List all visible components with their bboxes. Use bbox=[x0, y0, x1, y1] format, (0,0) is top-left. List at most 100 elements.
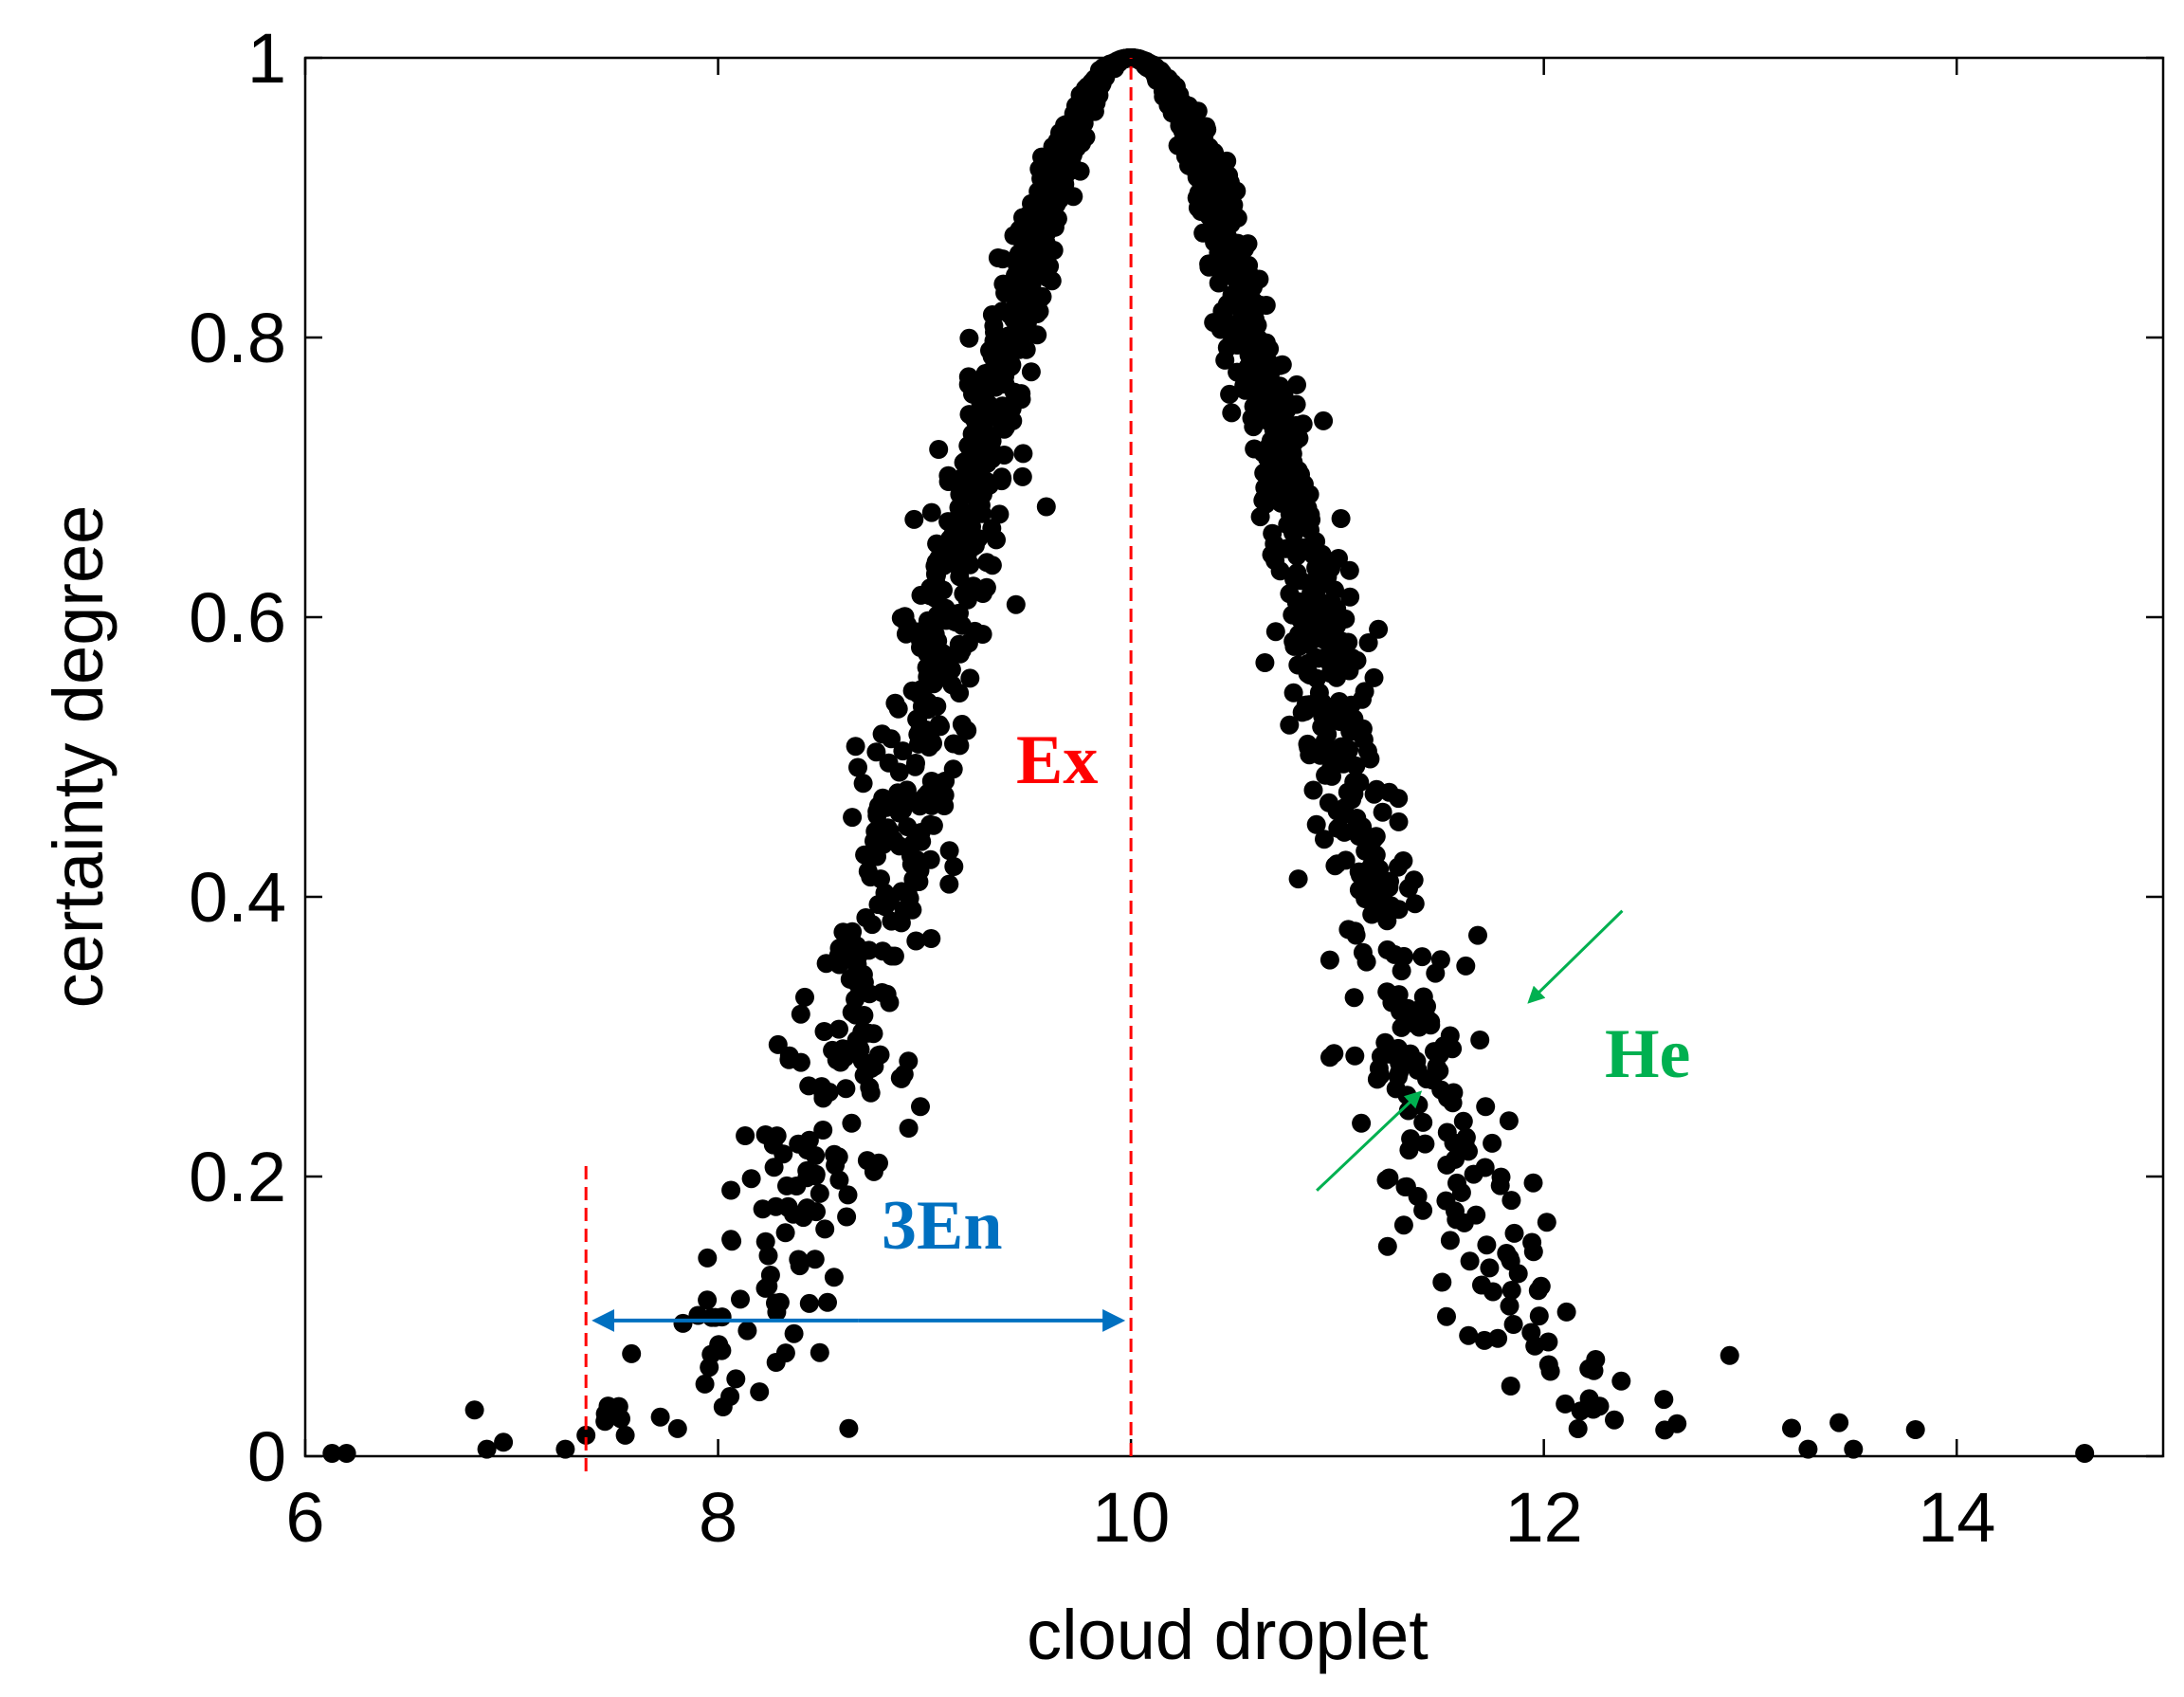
cloud-drop bbox=[1303, 780, 1323, 800]
cloud-drop bbox=[1009, 317, 1028, 337]
cloud-drop bbox=[1265, 622, 1285, 642]
cloud-drop bbox=[1358, 633, 1378, 652]
cloud-drop bbox=[1286, 415, 1306, 435]
cloud-drop bbox=[805, 1250, 825, 1269]
cloud-drop bbox=[1293, 599, 1312, 619]
cloud-drop bbox=[910, 721, 930, 740]
cloud-drop bbox=[1413, 1112, 1433, 1132]
cloud-drop bbox=[1538, 1332, 1558, 1352]
cloud-drops bbox=[322, 48, 2095, 1463]
cloud-drop bbox=[1415, 1134, 1435, 1154]
cloud-drop bbox=[736, 1126, 755, 1145]
cloud-drop bbox=[1453, 1111, 1473, 1131]
cloud-drop bbox=[843, 808, 863, 828]
cloud-drop bbox=[873, 788, 893, 808]
cloud-drop bbox=[842, 1113, 862, 1133]
cloud-drop bbox=[880, 993, 900, 1013]
cloud-drop bbox=[846, 737, 865, 757]
cloud-drop bbox=[1528, 1281, 1548, 1301]
cloud-drop bbox=[778, 1196, 798, 1216]
cloud-drop bbox=[1315, 830, 1334, 849]
cloud-drop bbox=[921, 772, 941, 791]
cloud-drop bbox=[966, 433, 986, 453]
cloud-drop bbox=[901, 790, 920, 810]
cloud-drop bbox=[1036, 497, 1056, 517]
cloud-drop bbox=[1568, 1419, 1588, 1438]
cloud-drop bbox=[721, 1230, 741, 1250]
cloud-drop bbox=[1470, 1031, 1490, 1049]
cloud-drop bbox=[959, 484, 979, 503]
cloud-drop bbox=[1369, 619, 1389, 639]
cloud-drop bbox=[1529, 1306, 1549, 1326]
cloud-drop bbox=[779, 1049, 799, 1069]
cloud-drop bbox=[1319, 793, 1338, 812]
x-tick-label: 14 bbox=[1918, 1478, 1995, 1557]
cloud-drop bbox=[1408, 1187, 1428, 1206]
y-tick-label: 0.4 bbox=[189, 858, 286, 937]
cloud-drop bbox=[847, 955, 867, 975]
cloud-drop bbox=[835, 1048, 855, 1067]
cloud-drop bbox=[1667, 1414, 1687, 1433]
cloud-drop bbox=[1490, 1176, 1510, 1195]
cloud-drop bbox=[866, 742, 886, 762]
cloud-drop bbox=[814, 1022, 834, 1041]
cloud-drop bbox=[1522, 1232, 1542, 1252]
cloud-drop bbox=[906, 931, 926, 951]
cloud-drop bbox=[1537, 1213, 1556, 1232]
cloud-drop bbox=[1339, 739, 1359, 759]
cloud-drop bbox=[1605, 1410, 1624, 1430]
cloud-drop bbox=[1288, 461, 1308, 481]
cloud-drop bbox=[1255, 653, 1275, 672]
cloud-drop bbox=[1325, 580, 1344, 600]
cloud-drop bbox=[1392, 961, 1411, 981]
cloud-drop bbox=[1012, 466, 1032, 486]
cloud-drop bbox=[1389, 900, 1409, 920]
cloud-drop bbox=[904, 509, 924, 529]
x-tick-label: 6 bbox=[285, 1478, 324, 1557]
cloud-drop bbox=[848, 757, 867, 777]
cloud-drop bbox=[695, 1374, 715, 1394]
cloud-drop bbox=[1245, 439, 1265, 459]
cloud-drop bbox=[1501, 1377, 1520, 1396]
cloud-drop bbox=[1338, 782, 1357, 802]
cloud-drop bbox=[1249, 358, 1269, 378]
cloud-drop bbox=[992, 467, 1011, 487]
cloud-drop bbox=[1459, 1141, 1478, 1161]
cloud-drop bbox=[1356, 952, 1376, 972]
cloud-drop bbox=[1039, 196, 1059, 216]
cloud-drop bbox=[1352, 1113, 1372, 1133]
cloud-drop bbox=[1508, 1264, 1528, 1284]
cloud-drop bbox=[861, 1083, 881, 1103]
he-label: He bbox=[1605, 1015, 1690, 1093]
cloud-drop bbox=[953, 467, 973, 487]
cloud-drop bbox=[1298, 498, 1318, 518]
cloud-drop bbox=[825, 1144, 845, 1164]
y-tick-label: 0 bbox=[247, 1417, 286, 1496]
cloud-drop bbox=[1357, 741, 1377, 761]
cloud-drop bbox=[1380, 871, 1399, 891]
cloud-drop bbox=[1006, 594, 1026, 614]
cloud-drop bbox=[1344, 988, 1364, 1008]
cloud-drop bbox=[1844, 1439, 1864, 1459]
cloud-drop bbox=[818, 1292, 837, 1312]
cloud-drop bbox=[1468, 925, 1487, 945]
cloud-drop bbox=[846, 1005, 865, 1025]
cloud-drop bbox=[810, 1342, 829, 1362]
cloud-drop bbox=[1502, 1191, 1521, 1211]
cloud-drop bbox=[911, 585, 931, 605]
cloud-drop bbox=[960, 579, 980, 599]
cloud-drop bbox=[673, 1313, 693, 1333]
he-arrow-lower bbox=[1316, 1090, 1423, 1192]
cloud-drop bbox=[1364, 667, 1384, 687]
cloud-drop bbox=[932, 644, 952, 664]
cloud-drop bbox=[1475, 1158, 1495, 1177]
cloud-drop bbox=[1288, 543, 1308, 563]
cloud-drop bbox=[1280, 715, 1300, 735]
cloud-drop bbox=[911, 823, 931, 842]
cloud-drop bbox=[1798, 1439, 1818, 1459]
cloud-drop bbox=[1377, 1236, 1397, 1256]
cloud-drop bbox=[615, 1425, 635, 1445]
cloud-drop bbox=[1447, 1210, 1466, 1230]
cloud-drop bbox=[494, 1432, 514, 1452]
cloud-drop bbox=[1429, 1044, 1448, 1063]
